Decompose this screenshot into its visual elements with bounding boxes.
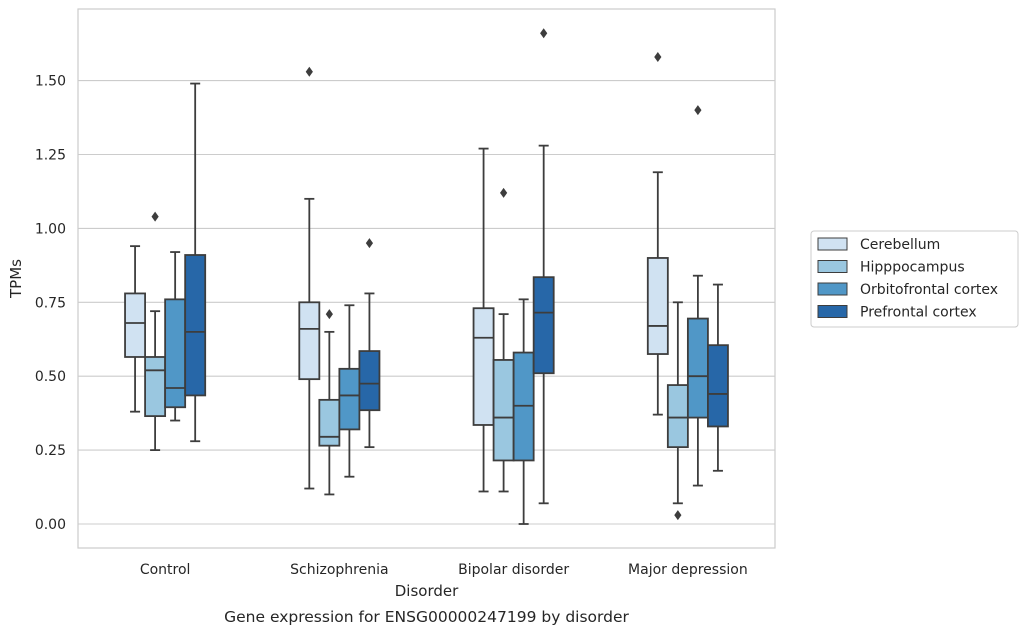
y-tick-label: 1.50: [35, 74, 66, 90]
legend-frame: [810, 230, 1019, 328]
legend-swatch: [817, 282, 848, 296]
y-tick-label: 1.25: [35, 148, 66, 164]
box-body: [646, 257, 669, 355]
box-0-2: [164, 251, 187, 422]
box-1-0: [298, 66, 321, 490]
x-tick-labels: Control Schizophrenia Bipolar disorder Majo…: [140, 562, 748, 578]
outlier-marker: [151, 211, 159, 222]
box-2-2: [512, 298, 535, 525]
y-axis-label: TPMs: [7, 259, 25, 299]
box-3-1: [666, 301, 689, 521]
x-tick-label: Bipolar disorder: [458, 562, 569, 578]
legend-swatch: [817, 237, 848, 251]
outlier-marker: [500, 187, 508, 198]
y-tick-label: 1.00: [35, 221, 66, 237]
outlier-marker: [540, 28, 548, 39]
outlier-marker: [305, 66, 313, 77]
box-body: [532, 276, 555, 375]
y-tick-label: 0.75: [35, 295, 66, 311]
box-body: [124, 292, 146, 358]
box-body: [318, 398, 341, 447]
box-body: [184, 254, 207, 397]
box-1-3: [358, 238, 381, 449]
box-3-3: [707, 283, 729, 472]
outlier-marker: [674, 510, 682, 521]
outlier-marker: [654, 51, 662, 62]
y-tick-labels: 0.00 0.25 0.50 0.75 1.00 1.25 1.50: [35, 74, 66, 533]
x-tick-label: Schizophrenia: [290, 562, 388, 578]
outlier-marker: [694, 105, 702, 116]
box-2-1: [492, 187, 515, 493]
chart-caption: Gene expression for ENSG00000247199 by d…: [224, 608, 629, 626]
box-body: [472, 307, 495, 426]
plot-area: [77, 8, 776, 549]
box-0-0: [124, 245, 146, 413]
x-tick-label: Control: [140, 562, 191, 578]
box-3-0: [646, 51, 669, 416]
outlier-marker: [365, 238, 374, 249]
box-0-1: [144, 211, 167, 452]
outlier-marker: [325, 309, 333, 320]
x-axis-label: Disorder: [395, 582, 459, 600]
legend-label: Orbitofrontal cortex: [860, 282, 998, 298]
box-body: [358, 350, 381, 412]
box-0-3: [184, 82, 207, 443]
box-body: [338, 367, 361, 431]
y-tick-label: 0.25: [35, 443, 66, 459]
y-tick-label: 0.50: [35, 369, 66, 385]
legend-label: Hipppocampus: [860, 260, 965, 276]
x-tick-label: Major depression: [628, 562, 748, 578]
legend-swatch: [817, 260, 848, 273]
y-tick-label: 0.00: [35, 517, 66, 533]
box-body: [298, 301, 321, 381]
box-2-3: [532, 28, 555, 505]
box-body: [686, 317, 709, 419]
box-body: [164, 298, 187, 409]
legend-label: Cerebellum: [860, 237, 940, 253]
box-body: [144, 356, 167, 418]
box-body: [492, 359, 515, 462]
boxes: [124, 28, 729, 525]
legend-label: Prefrontal cortex: [860, 305, 977, 321]
box-body: [707, 344, 729, 428]
legend-swatch: [817, 305, 848, 318]
box-body: [666, 384, 689, 449]
legend: Cerebellum Hipppocampus Orbitofrontal cort…: [810, 230, 1019, 328]
